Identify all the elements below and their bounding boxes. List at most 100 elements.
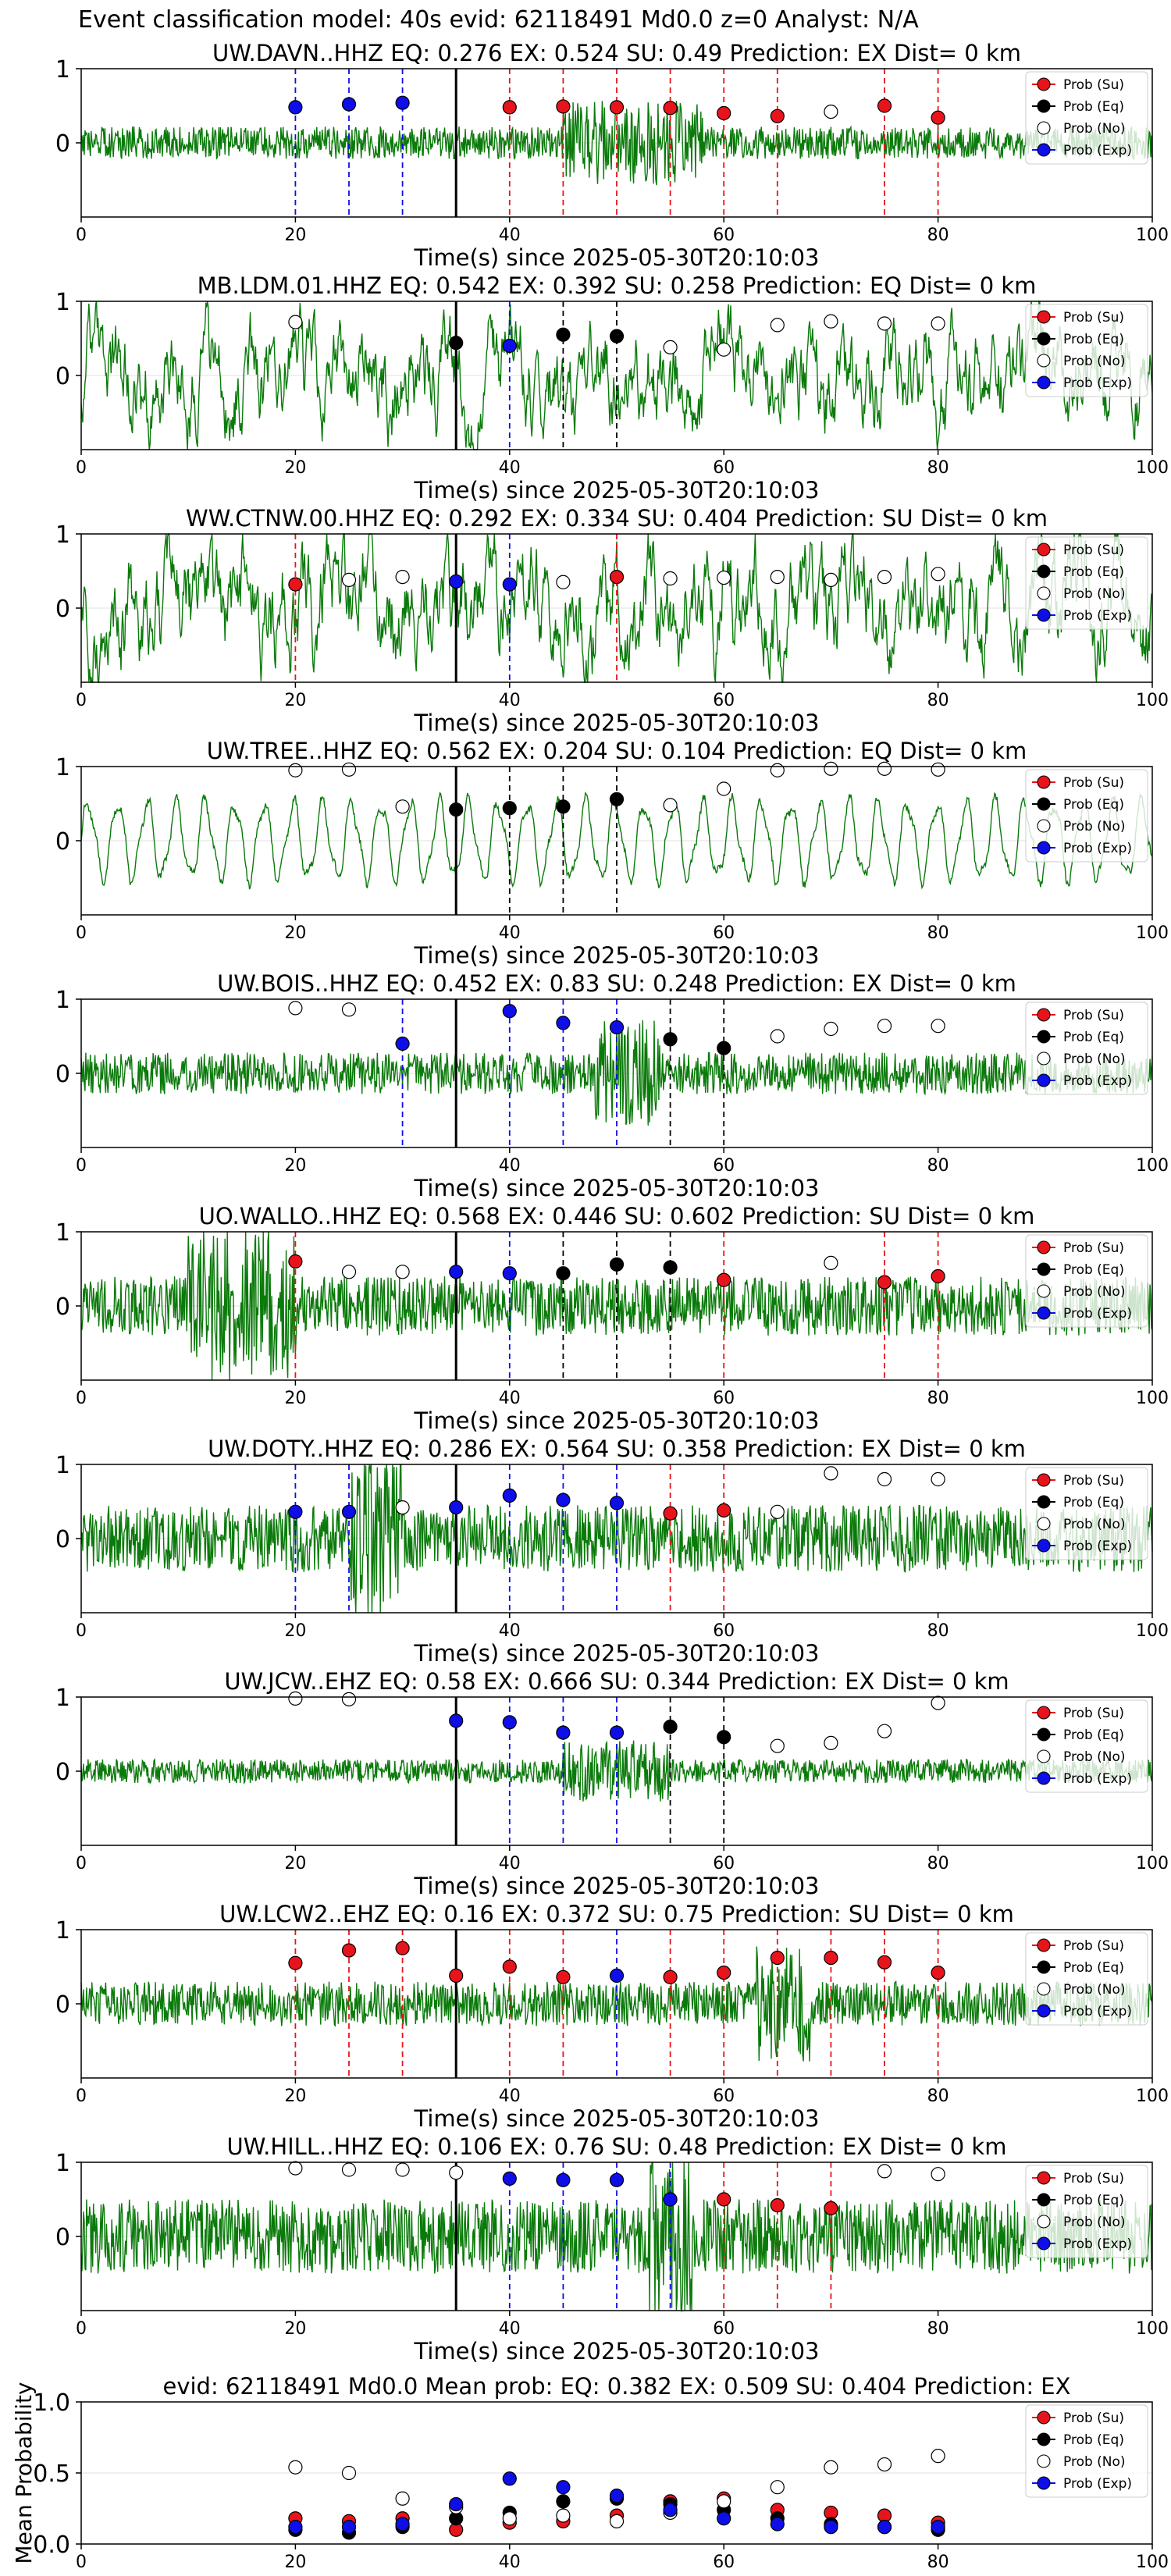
- legend-label: Prob (Eq): [1063, 1030, 1124, 1045]
- prob-point-no: [824, 314, 838, 329]
- x-axis-label: Time(s) since 2025-05-30T20:10:03: [414, 1873, 820, 1899]
- legend-marker: [1037, 354, 1051, 368]
- y-tick-label: 1: [55, 754, 70, 781]
- prob-point-no: [609, 2514, 625, 2528]
- prob-point-no: [341, 2465, 357, 2481]
- x-axis-label: Time(s) since 2025-05-30T20:10:03: [414, 1407, 820, 1434]
- prob-point-exp: [556, 1493, 571, 1507]
- y-tick-label: 0.0: [33, 2532, 70, 2559]
- prob-point-su: [609, 569, 625, 585]
- prob-point-no: [717, 342, 731, 357]
- legend-label: Prob (No): [1063, 1982, 1126, 1998]
- prob-point-su: [931, 1966, 945, 1980]
- x-tick-label: 100: [1136, 1854, 1169, 1873]
- prob-point-no: [395, 2162, 410, 2177]
- legend-label: Prob (Exp): [1063, 143, 1132, 158]
- figure-title: Event classification model: 40s evid: 62…: [78, 6, 919, 34]
- prob-point-no: [288, 763, 303, 777]
- prob-point-exp: [770, 2517, 785, 2532]
- legend-label: Prob (No): [1063, 121, 1126, 137]
- x-tick-label: 0: [76, 923, 87, 943]
- prob-point-no: [824, 761, 838, 776]
- subplot-title: UW.TREE..HHZ EQ: 0.562 EX: 0.204 SU: 0.1…: [207, 738, 1027, 764]
- prob-point-exp: [609, 1019, 625, 1035]
- prob-point-no: [824, 2460, 838, 2475]
- legend-marker: [1037, 564, 1051, 578]
- prob-point-su: [663, 1969, 678, 1984]
- prob-point-no: [931, 316, 945, 331]
- x-tick-label: 100: [1136, 1156, 1169, 1176]
- x-tick-label: 40: [499, 1156, 521, 1176]
- legend-marker: [1037, 1517, 1051, 1531]
- prob-point-no: [341, 2162, 357, 2177]
- prob-point-no: [877, 316, 892, 331]
- legend-marker: [1037, 2171, 1051, 2185]
- prob-point-su: [663, 101, 678, 116]
- legend-marker: [1037, 310, 1051, 324]
- prob-point-no: [877, 2164, 892, 2179]
- prob-point-eq: [449, 802, 464, 817]
- prob-point-no: [556, 575, 571, 589]
- x-tick-label: 40: [499, 1621, 521, 1641]
- prob-point-exp: [449, 574, 464, 589]
- y-tick-label: 0: [55, 828, 70, 856]
- legend-label: Prob (Eq): [1063, 2193, 1124, 2208]
- prob-point-su: [877, 1275, 892, 1290]
- prob-point-exp: [502, 577, 517, 592]
- x-tick-label: 0: [76, 691, 87, 710]
- y-tick-label: 1.0: [33, 2389, 70, 2417]
- prob-point-exp: [341, 1504, 357, 1519]
- legend-marker: [1037, 121, 1051, 135]
- legend-marker: [1037, 143, 1051, 157]
- legend-label: Prob (Exp): [1063, 608, 1132, 624]
- subplot-6: UO.WALLO..HHZ EQ: 0.568 EX: 0.446 SU: 0.…: [55, 1203, 1169, 1434]
- y-tick-label: 0: [55, 1991, 70, 2019]
- legend: Prob (Su) Prob (Eq) Prob (No) Prob (Exp): [1025, 769, 1148, 863]
- prob-point-su: [877, 1955, 892, 1969]
- x-axis-label: Time(s) since 2025-05-30T20:10:03: [414, 942, 820, 969]
- y-tick-label: 1: [55, 1917, 70, 1944]
- prob-point-exp: [502, 1266, 517, 1281]
- prob-point-exp: [556, 2480, 571, 2495]
- legend-box: [1025, 2404, 1148, 2498]
- x-tick-label: 0: [76, 2319, 87, 2339]
- legend-marker: [1037, 2004, 1051, 2018]
- legend-box: [1025, 1002, 1148, 1095]
- legend-marker: [1037, 1706, 1051, 1720]
- prob-point-su: [770, 2198, 785, 2213]
- prob-point-no: [877, 1019, 892, 1034]
- legend: Prob (Su) Prob (Eq) Prob (No) Prob (Exp): [1025, 304, 1148, 397]
- legend-label: Prob (Su): [1063, 1473, 1124, 1489]
- prob-point-exp: [395, 1036, 410, 1051]
- legend-marker: [1037, 332, 1051, 346]
- legend-label: Prob (Exp): [1063, 2476, 1132, 2492]
- y-tick-label: 0: [55, 363, 70, 390]
- legend-label: Prob (Eq): [1063, 1495, 1124, 1510]
- legend-label: Prob (Su): [1063, 1008, 1124, 1023]
- prob-point-su: [288, 1254, 303, 1269]
- legend-label: Prob (Exp): [1063, 1306, 1132, 1322]
- subplot-7: UW.DOTY..HHZ EQ: 0.286 EX: 0.564 SU: 0.3…: [55, 1436, 1169, 1667]
- prob-point-exp: [931, 2520, 945, 2535]
- legend-label: Prob (Exp): [1063, 375, 1132, 391]
- legend-marker: [1037, 1938, 1051, 1952]
- subplot-title: UW.JCW..EHZ EQ: 0.58 EX: 0.666 SU: 0.344…: [224, 1668, 1009, 1695]
- legend-label: Prob (Eq): [1063, 2432, 1124, 2448]
- legend-label: Prob (No): [1063, 1051, 1126, 1067]
- x-tick-label: 60: [713, 923, 735, 943]
- prob-point-eq: [717, 1730, 731, 1745]
- y-tick-label: 0: [55, 1293, 70, 1321]
- prob-point-su: [341, 1943, 357, 1958]
- legend-marker: [1037, 797, 1051, 811]
- prob-point-exp: [449, 1500, 464, 1515]
- prob-point-no: [931, 2167, 945, 2182]
- x-tick-label: 20: [284, 226, 306, 245]
- prob-point-eq: [502, 801, 517, 816]
- legend-box: [1025, 2165, 1148, 2258]
- x-tick-label: 100: [1136, 2087, 1169, 2106]
- x-tick-label: 20: [284, 1156, 306, 1176]
- prob-point-no: [341, 762, 357, 777]
- legend-marker: [1037, 543, 1051, 557]
- prob-point-exp: [502, 2171, 517, 2186]
